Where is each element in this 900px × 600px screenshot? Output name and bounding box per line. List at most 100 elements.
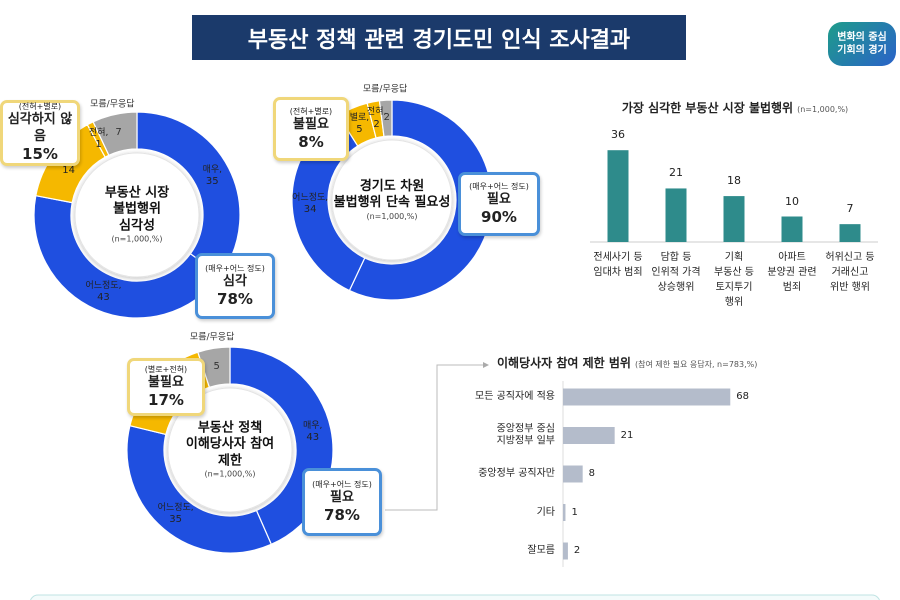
donut-center xyxy=(331,139,453,261)
callout: (매우+어느 정도) 필요 90% xyxy=(458,172,540,236)
segment-value: 43 xyxy=(97,291,110,303)
y-tick-label: 중앙정부 공직자만 xyxy=(478,467,555,479)
callout-value: 8% xyxy=(298,132,324,151)
callout-group: (매우+어느 정도) xyxy=(469,181,529,191)
value-label: 18 xyxy=(727,174,741,188)
donut-note: (n=1,000,%) xyxy=(204,469,256,479)
donut-segment xyxy=(33,194,222,319)
callout-group: (별로+전혀) xyxy=(144,364,188,374)
callout: (전혀+별로) 불필요 8% xyxy=(273,97,349,161)
segment-category: 모름/무응답 xyxy=(362,84,408,95)
chart-title: 가장 심각한 부동산 시장 불법행위 xyxy=(621,101,794,115)
chart-title: 이해당사자 참여 제한 범위 xyxy=(497,356,631,370)
y-tick-label: 모든 공직자에 적용 xyxy=(475,390,555,402)
segment-category: 모름/무응답 xyxy=(189,332,235,343)
value-label: 21 xyxy=(669,166,683,180)
donut-segment xyxy=(126,424,273,554)
x-tick-label: 기획 부동산 등 토지투기 행위 xyxy=(714,252,754,308)
segment-value: 2 xyxy=(373,118,380,130)
donut-segment xyxy=(197,346,231,389)
chart-heading: 가장 심각한 부동산 시장 불법행위 (n=1,000,%) xyxy=(585,101,885,116)
callout-value: 17% xyxy=(148,390,184,409)
donut-center-text: 경기도 차원 불법행위 단속 필요성 (n=1,000,%) xyxy=(334,179,451,222)
segment-value: 7 xyxy=(115,126,122,138)
chart-heading: 이해당사자 참여 제한 범위 (참여 제한 필요 응답자, n=783,%) xyxy=(497,356,817,371)
chart-subtitle: (n=1,000,%) xyxy=(797,105,849,114)
bar xyxy=(839,224,861,242)
value-label: 1 xyxy=(571,506,578,518)
donut-segment xyxy=(92,111,138,157)
segment-category: 전혀, xyxy=(88,127,109,138)
callout: (전혀+별로) 심각하지 않음 15% xyxy=(0,100,80,166)
donut-center-text: 부동산 정책 이해당사자 참여 제한 (n=1,000,%) xyxy=(186,421,274,480)
segment-value: 1 xyxy=(95,139,102,151)
callout-value: 78% xyxy=(217,289,253,308)
donut-center xyxy=(167,387,293,513)
bar xyxy=(563,388,731,406)
callout-label: 심각 xyxy=(223,273,247,289)
segment-value: 5 xyxy=(213,360,220,372)
value-label: 2 xyxy=(573,544,581,556)
segment-value: 35 xyxy=(205,176,219,187)
segment-value: 14 xyxy=(62,164,75,176)
segment-label: 어느정도, 35 xyxy=(158,503,194,527)
segment-category: 전혀, xyxy=(366,107,387,118)
logo: 변화의 중심 기회의 경기 xyxy=(828,22,896,66)
y-tick-label: 중앙정부 중심 지방정부 일부 xyxy=(496,423,555,447)
bar xyxy=(607,150,629,242)
value-label: 21 xyxy=(620,429,634,441)
segment-label: 매우, 43 xyxy=(303,421,322,445)
segment-label: 어느정도, 34 xyxy=(292,193,328,217)
value-label: 36 xyxy=(611,128,625,142)
segment-value: 2 xyxy=(383,111,391,123)
segment-value: 35 xyxy=(169,514,183,526)
callout: (별로+전혀) 불필요 17% xyxy=(127,358,205,416)
callout: (매우+어느 정도) 심각 78% xyxy=(195,253,275,319)
donut-title: 부동산 정책 이해당사자 참여 제한 xyxy=(185,420,275,469)
segment-category: 어느정도, xyxy=(292,193,329,204)
segment-label: 별로, 5 xyxy=(350,113,369,137)
x-tick-label: 허위신고 등 거래신고 위반 행위 xyxy=(825,252,875,293)
segment-value: 5 xyxy=(356,124,363,136)
bar xyxy=(723,196,745,242)
callout-group: (매우+어느 정도) xyxy=(205,263,265,273)
bar xyxy=(665,188,687,242)
callout-label: 필요 xyxy=(330,489,354,505)
callout-label: 불필요 xyxy=(148,374,184,390)
donut-note: (n=1,000,%) xyxy=(111,234,163,244)
x-tick-label: 전세사기 등 임대차 범죄 xyxy=(593,252,643,278)
donut-center xyxy=(74,152,200,278)
donut-title: 경기도 차원 불법행위 단속 필요성 xyxy=(333,178,451,210)
callout-value: 90% xyxy=(481,207,517,226)
callout-value: 15% xyxy=(22,144,58,163)
value-label: 68 xyxy=(736,390,749,402)
value-label: 7 xyxy=(846,202,854,216)
callout-group: (전혀+별로) xyxy=(289,106,333,116)
donut-note: (n=1,000,%) xyxy=(366,211,418,221)
x-tick-label: 담합 등 인위적 가격 상승행위 xyxy=(651,252,701,293)
callout: (매우+어느 정도) 필요 78% xyxy=(302,468,382,536)
bar xyxy=(563,504,566,521)
donut-segment xyxy=(378,99,393,138)
bar xyxy=(563,542,568,560)
donut-center-text: 부동산 시장 불법행위 심각성 (n=1,000,%) xyxy=(105,186,169,245)
y-tick-label: 기타 xyxy=(536,506,555,518)
segment-label: 매우, 35 xyxy=(203,165,222,189)
segment-value: 34 xyxy=(303,204,317,216)
segment-label: 전혀, 1 xyxy=(89,128,108,152)
connector xyxy=(385,362,489,511)
segment-category: 별로, xyxy=(349,112,370,123)
page-title: 부동산 정책 관련 경기도민 인식 조사결과 xyxy=(192,15,686,60)
callout-label: 불필요 xyxy=(293,116,329,132)
value-label: 10 xyxy=(785,194,799,208)
segment-label: 어느정도, 43 xyxy=(85,281,121,305)
bar xyxy=(563,465,583,483)
donut-segment xyxy=(348,99,493,301)
callout-group: (전혀+별로) xyxy=(18,102,62,112)
callout-label: 필요 xyxy=(487,191,511,207)
chart-subtitle: (참여 제한 필요 응답자, n=783,%) xyxy=(634,360,758,369)
segment-category: 어느정도, xyxy=(157,502,194,513)
bar xyxy=(563,427,615,444)
segment-category: 매우, xyxy=(202,164,222,175)
